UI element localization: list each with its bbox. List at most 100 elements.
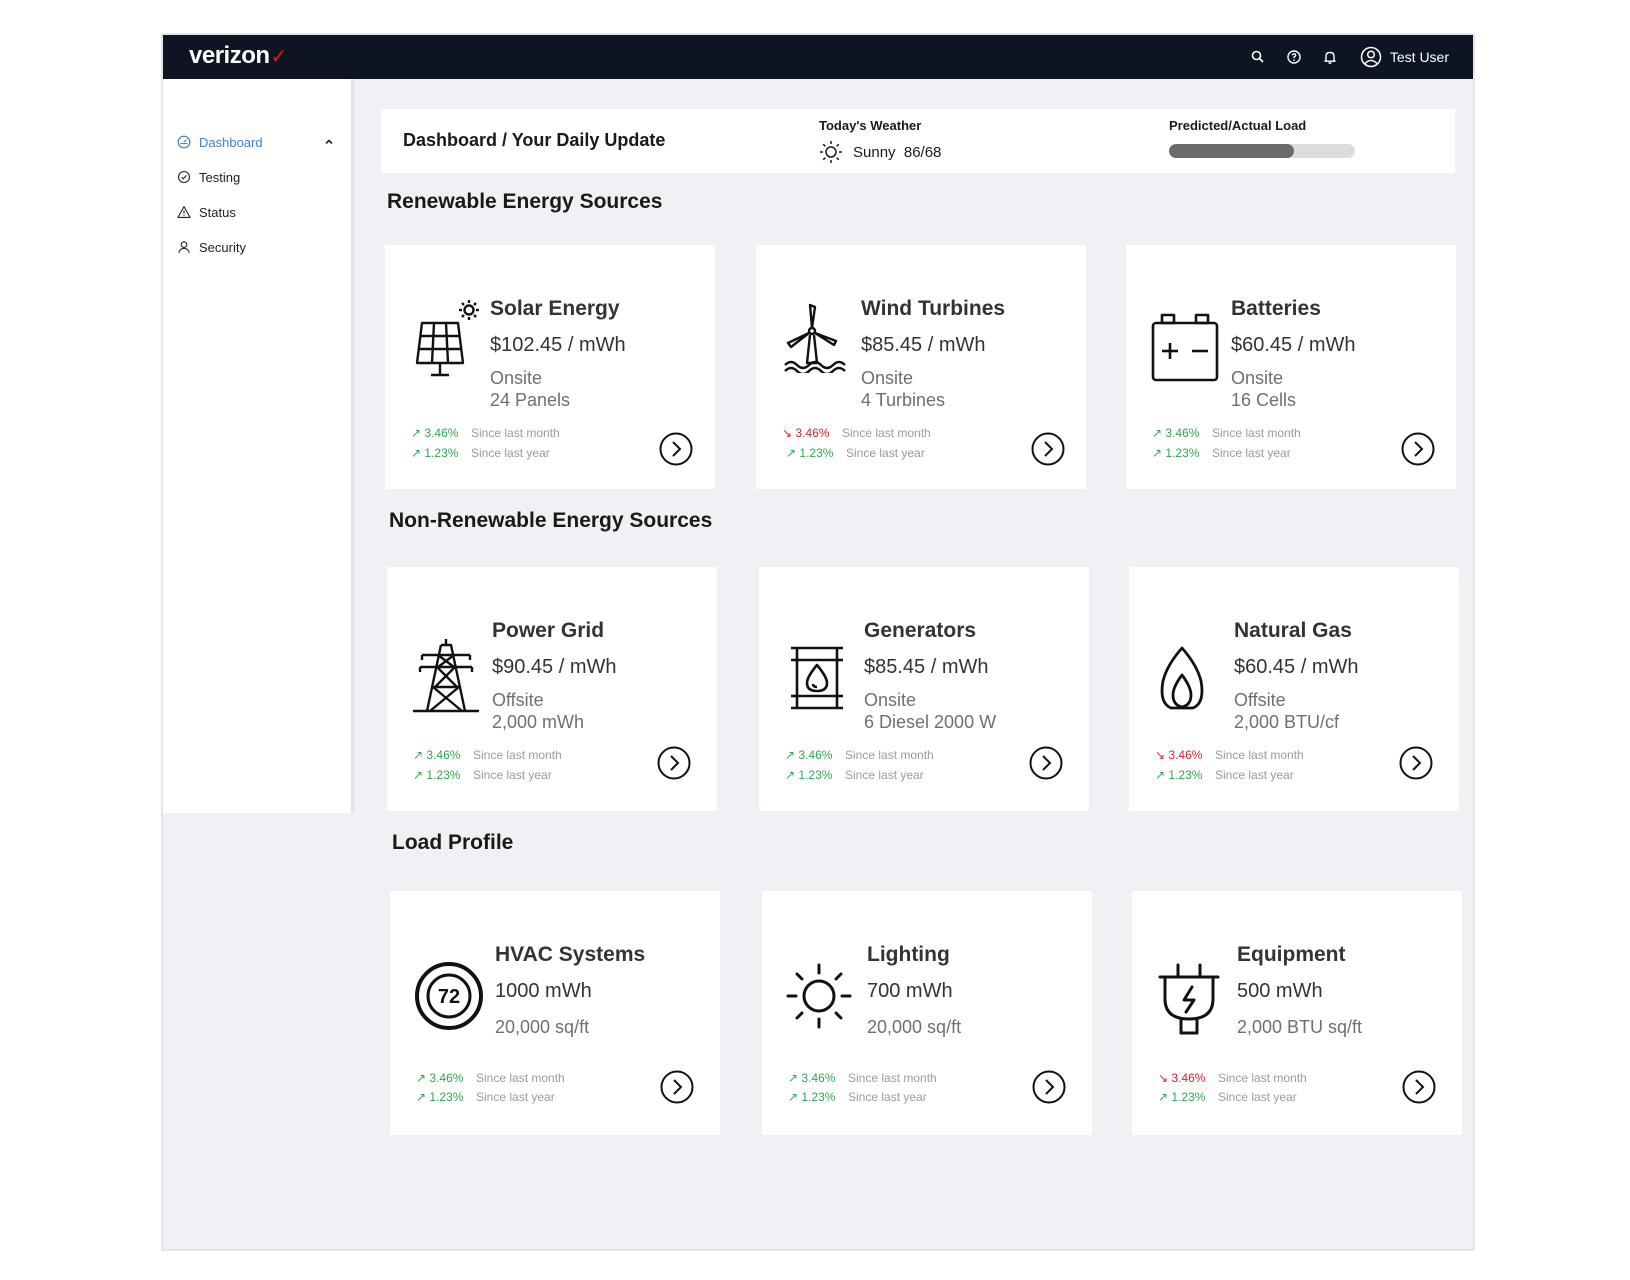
battery-icon: [1150, 313, 1220, 383]
arrow-right-circle-icon[interactable]: [1029, 746, 1063, 780]
arrow-right-circle-icon[interactable]: [1031, 432, 1065, 466]
load-label: Predicted/Actual Load: [1169, 118, 1307, 133]
card-title: HVAC Systems: [495, 943, 646, 966]
card-quantity: 4 Turbines: [861, 390, 946, 410]
arrow-right-circle-icon[interactable]: [660, 1070, 694, 1104]
trend-up-value: ↗ 1.23%: [1158, 1090, 1206, 1104]
trend-up-value: ↗ 3.46%: [413, 748, 461, 762]
card-title: Natural Gas: [1234, 619, 1352, 642]
thermostat-icon: 72: [414, 961, 484, 1031]
sidebar-item-testing[interactable]: Testing: [177, 166, 342, 188]
arrow-right-circle-icon[interactable]: [1402, 1070, 1436, 1104]
stat-month: ↗ 3.46% Since last month: [416, 1071, 565, 1085]
card-lighting[interactable]: Lighting 700 mWh 20,000 sq/ft ↗ 3.46% Sin…: [762, 891, 1092, 1135]
chevron-up-icon[interactable]: [324, 137, 334, 147]
card-title: Batteries: [1231, 297, 1321, 320]
stat-year: ↗ 1.23% Since last year: [786, 446, 925, 460]
card-title: Power Grid: [492, 619, 605, 642]
solar-panel-icon: [405, 297, 485, 379]
stat-month: ↗ 3.46% Since last month: [785, 748, 934, 762]
card-area: 2,000 BTU sq/ft: [1237, 1017, 1363, 1037]
card-generators[interactable]: Generators $85.45 / mWh Onsite 6 Diesel …: [759, 567, 1089, 811]
sidebar-item-security[interactable]: Security: [177, 236, 342, 258]
stat-year: ↗ 1.23% Since last year: [785, 768, 924, 782]
section-title-nonrenewable: Non-Renewable Energy Sources: [389, 509, 713, 532]
card-title: Lighting: [867, 943, 950, 966]
stat-year: ↗ 1.23% Since last year: [1158, 1090, 1297, 1104]
load-progress-fill: [1169, 144, 1294, 158]
card-usage: 500 mWh: [1237, 980, 1323, 1002]
notification-bell-icon[interactable]: [1322, 49, 1338, 65]
trend-up-value: ↗ 1.23%: [785, 768, 833, 782]
stat-year: ↗ 1.23% Since last year: [788, 1090, 927, 1104]
trend-up-value: ↗ 3.46%: [416, 1071, 464, 1085]
card-solar-energy[interactable]: Solar Energy $102.45 / mWh Onsite 24 Pan…: [385, 245, 715, 489]
verizon-logo[interactable]: verizon✓: [189, 42, 287, 69]
user-name: Test User: [1389, 49, 1449, 65]
power-tower-icon: [411, 637, 481, 713]
card-quantity: 16 Cells: [1231, 390, 1297, 410]
card-location: Onsite: [490, 368, 543, 388]
trend-down-value: ↘ 3.46%: [1158, 1071, 1206, 1085]
stat-month: ↗ 3.46% Since last month: [411, 426, 560, 440]
check-circle-icon: [177, 170, 191, 184]
user-menu[interactable]: Test User: [1360, 46, 1449, 68]
sidebar-item-label: Testing: [199, 169, 241, 185]
search-icon[interactable]: [1250, 49, 1266, 65]
trend-up-value: ↗ 1.23%: [786, 446, 834, 460]
stat-year: ↗ 1.23% Since last year: [1155, 768, 1294, 782]
card-hvac-systems[interactable]: 72 HVAC Systems 1000 mWh 20,000 sq/ft ↗ …: [390, 891, 720, 1135]
card-usage: 700 mWh: [867, 980, 953, 1002]
sidebar-item-label: Status: [199, 204, 236, 220]
card-price: $85.45 / mWh: [864, 656, 989, 678]
stat-year: ↗ 1.23% Since last year: [1152, 446, 1291, 460]
top-bar: verizon✓ Test User: [163, 35, 1473, 79]
card-location: Onsite: [861, 368, 914, 388]
load-progress-bar: [1169, 144, 1355, 158]
trend-down-value: ↘ 3.46%: [782, 426, 830, 440]
stat-month: ↗ 3.46% Since last month: [1152, 426, 1301, 440]
stat-month: ↗ 3.46% Since last month: [413, 748, 562, 762]
arrow-right-circle-icon[interactable]: [657, 746, 691, 780]
arrow-right-circle-icon[interactable]: [1401, 432, 1435, 466]
trend-down-value: ↘ 3.46%: [1155, 748, 1203, 762]
card-location: Offsite: [492, 690, 544, 710]
trend-up-value: ↗ 3.46%: [785, 748, 833, 762]
stat-month: ↘ 3.46% Since last month: [1155, 748, 1304, 762]
card-equipment[interactable]: Equipment 500 mWh 2,000 BTU sq/ft ↘ 3.46…: [1132, 891, 1462, 1135]
card-quantity: 2,000 mWh: [492, 712, 585, 732]
sidebar-item-status[interactable]: Status: [177, 201, 342, 223]
card-area: 20,000 sq/ft: [495, 1017, 590, 1037]
card-natural-gas[interactable]: Natural Gas $60.45 / mWh Offsite 2,000 B…: [1129, 567, 1459, 811]
user-icon: [178, 241, 190, 254]
stat-month: ↘ 3.46% Since last month: [1158, 1071, 1307, 1085]
arrow-right-circle-icon[interactable]: [659, 432, 693, 466]
section-title-renewable: Renewable Energy Sources: [387, 190, 663, 213]
weather-readout: Sunny 86/68: [819, 140, 941, 164]
stat-year: ↗ 1.23% Since last year: [416, 1090, 555, 1104]
card-quantity: 2,000 BTU/cf: [1234, 712, 1340, 732]
card-price: $85.45 / mWh: [861, 334, 986, 356]
stat-month: ↗ 3.46% Since last month: [788, 1071, 937, 1085]
stat-year: ↗ 1.23% Since last year: [411, 446, 550, 460]
stat-month: ↘ 3.46% Since last month: [782, 426, 931, 440]
card-title: Equipment: [1237, 943, 1346, 966]
sidebar-item-label: Dashboard: [199, 134, 263, 150]
card-batteries[interactable]: Batteries $60.45 / mWh Onsite 16 Cells ↗…: [1126, 245, 1456, 489]
user-avatar-icon: [1360, 46, 1382, 68]
weather-label: Today's Weather: [819, 118, 922, 133]
daily-update-bar: Dashboard / Your Daily Update Today's We…: [381, 109, 1455, 173]
arrow-right-circle-icon[interactable]: [1399, 746, 1433, 780]
card-title: Wind Turbines: [861, 297, 1006, 320]
card-price: $60.45 / mWh: [1234, 656, 1359, 678]
arrow-right-circle-icon[interactable]: [1032, 1070, 1066, 1104]
help-icon[interactable]: [1286, 49, 1302, 65]
fuel-barrel-icon: [789, 645, 845, 711]
light-sun-icon: [786, 963, 852, 1029]
weather-value: Sunny 86/68: [853, 143, 942, 161]
sidebar-item-dashboard[interactable]: Dashboard: [177, 131, 342, 153]
card-wind-turbines[interactable]: Wind Turbines $85.45 / mWh Onsite 4 Turb…: [756, 245, 1086, 489]
card-title: Generators: [864, 619, 977, 642]
dashboard-gauge-icon: [177, 135, 191, 149]
card-power-grid[interactable]: Power Grid $90.45 / mWh Offsite 2,000 mW…: [387, 567, 717, 811]
